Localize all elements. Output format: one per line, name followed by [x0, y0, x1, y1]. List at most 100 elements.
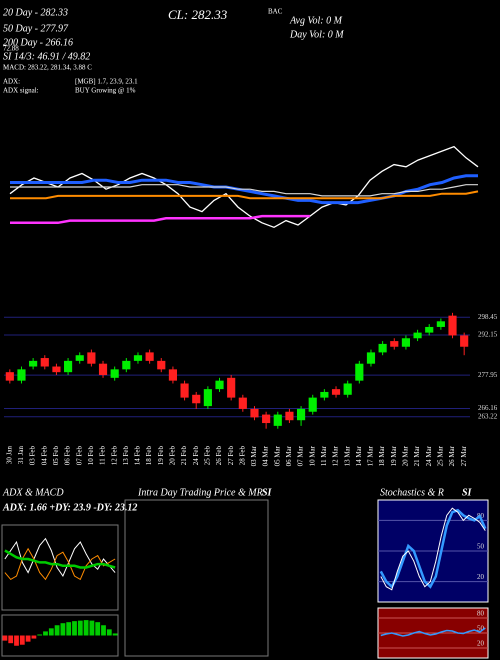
annotation: 200 Day - 266.16	[3, 37, 73, 48]
x-tick-label: 24 Mar	[425, 445, 433, 466]
y-tick-label: 277.95	[478, 371, 498, 379]
x-tick-label: 24 Feb	[192, 446, 200, 466]
y-tick-label: 298.45	[478, 313, 498, 321]
series-line	[4, 549, 116, 569]
x-tick-label: 04 Mar	[262, 445, 270, 466]
histogram-bar	[101, 625, 106, 636]
x-tick-label: 17 Mar	[367, 445, 375, 466]
annotation: 20 Day - 282.33	[3, 7, 68, 18]
x-tick-label: 05 Feb	[52, 446, 60, 466]
annotation: Avg Vol: 0 M	[289, 15, 343, 26]
x-tick-label: 10 Feb	[87, 446, 95, 466]
panel-subtitle: SI	[462, 487, 473, 498]
candle-body	[378, 343, 387, 353]
x-tick-label: 21 Feb	[180, 446, 188, 466]
x-tick-label: 06 Mar	[285, 445, 293, 466]
annotation: CL: 282.33	[168, 7, 228, 22]
x-tick-label: 18 Feb	[145, 446, 153, 466]
candle-body	[320, 391, 329, 398]
x-tick-label: 30 Jan	[5, 446, 13, 465]
histogram-bar	[54, 625, 60, 636]
annotation: ADX:	[3, 78, 20, 86]
candle-body	[366, 352, 376, 364]
x-tick-label: 04 Feb	[40, 446, 48, 466]
x-tick-label: 12 Mar	[332, 445, 340, 466]
histogram-bar	[43, 631, 48, 636]
candle-body	[296, 408, 306, 421]
series-line	[10, 190, 479, 200]
candle-body	[262, 414, 271, 424]
candle-body	[227, 377, 236, 398]
candle-body	[52, 366, 61, 373]
candle-body	[17, 369, 26, 381]
y-tick-label: 80	[477, 610, 485, 618]
annotation: [MGB] 1.7, 23.9, 23.1	[75, 78, 138, 86]
x-tick-label: 07 Mar	[297, 445, 305, 466]
histogram-bar	[37, 634, 43, 636]
histogram-bar	[72, 621, 77, 636]
histogram-bar	[8, 635, 14, 644]
histogram-bar	[89, 620, 95, 636]
x-tick-label: 14 Feb	[134, 446, 142, 466]
candle-body	[157, 360, 166, 370]
x-tick-label: 25 Feb	[203, 446, 211, 466]
candle-body	[145, 352, 154, 361]
histogram-bar	[2, 635, 8, 641]
series-line	[380, 507, 486, 591]
x-tick-label: 07 Feb	[75, 446, 83, 466]
annotation: MACD: 283.22, 281.34, 3.88 C	[3, 64, 92, 72]
annotation: BAC	[268, 8, 283, 16]
y-tick-label: 263.22	[478, 412, 498, 420]
annotation: 50 Day - 277.97	[3, 23, 69, 34]
candle-body	[343, 383, 352, 395]
x-tick-label: 27 Mar	[460, 445, 468, 466]
candle-body	[331, 389, 341, 395]
x-tick-label: 20 Mar	[402, 445, 410, 466]
x-tick-label: 13 Mar	[343, 445, 351, 466]
candle-body	[192, 394, 201, 404]
candle-body	[285, 411, 294, 421]
panel-frame	[124, 499, 269, 657]
candle-body	[29, 360, 38, 367]
y-tick-label: 20	[477, 573, 485, 581]
x-tick-label: 28 Feb	[238, 446, 246, 466]
candle-body	[413, 332, 422, 339]
candle-body	[425, 326, 434, 333]
series-line	[4, 547, 116, 581]
x-tick-label: 25 Mar	[436, 445, 444, 466]
panel-title: Intra Day Trading Price & MR	[137, 487, 263, 498]
candle-body	[436, 321, 445, 327]
panel-title: ADX & MACD	[2, 487, 64, 498]
candle-body	[122, 360, 131, 370]
x-tick-label: 13 Feb	[122, 446, 130, 466]
candle-body	[460, 335, 469, 347]
panel-subtitle: ADX: 1.66 +DY: 23.9 -DY: 23.12	[2, 502, 137, 513]
x-tick-label: 05 Mar	[273, 445, 281, 466]
candle-body	[168, 369, 178, 381]
histogram-bar	[77, 620, 83, 636]
annotation: ADX signal:	[3, 87, 39, 95]
candle-body	[180, 383, 189, 398]
candle-body	[87, 352, 96, 364]
x-tick-label: 19 Mar	[390, 445, 398, 466]
annotation: 72.88	[3, 45, 19, 53]
y-tick-label: 50	[477, 543, 485, 551]
candle-body	[5, 372, 14, 381]
histogram-bar	[95, 622, 101, 636]
histogram-bar	[106, 629, 112, 636]
y-tick-label: 20	[477, 640, 485, 648]
candle-body	[215, 380, 224, 390]
candle-body	[390, 341, 399, 347]
candle-body	[308, 397, 317, 412]
histogram-bar	[31, 635, 37, 639]
candle-body	[75, 355, 84, 361]
panel-frame	[1, 524, 119, 611]
series-line	[10, 184, 478, 197]
series-line	[379, 508, 487, 589]
panel-title: Stochastics & R	[380, 487, 444, 498]
candle-body	[250, 408, 259, 418]
histogram-bar	[83, 620, 89, 636]
candle-body	[238, 397, 247, 409]
y-tick-label: 292.15	[478, 331, 498, 339]
